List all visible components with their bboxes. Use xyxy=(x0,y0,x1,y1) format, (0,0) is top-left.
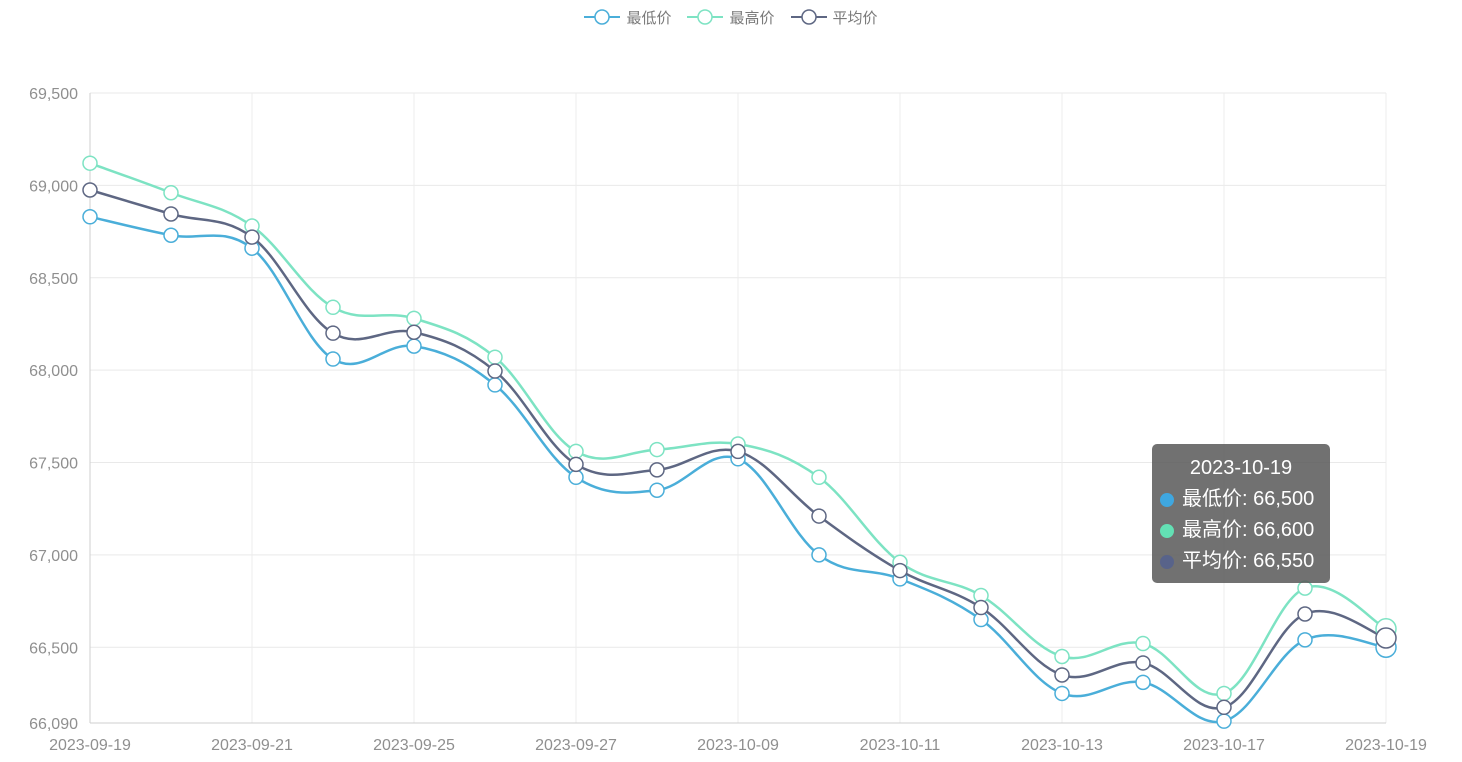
legend-line-circle-icon xyxy=(584,9,621,25)
data-point-avg[interactable] xyxy=(325,325,341,341)
legend-label: 最低价 xyxy=(626,9,672,27)
data-point-avg[interactable] xyxy=(487,363,503,379)
tooltip-row-high: 最高价: 66,600 xyxy=(1160,515,1330,546)
data-point-avg[interactable] xyxy=(1297,606,1313,622)
x-tick-label: 2023-10-11 xyxy=(860,737,941,754)
y-tick-label: 66,090 xyxy=(29,716,78,733)
tooltip-row-avg: 平均价: 66,550 xyxy=(1160,546,1330,577)
legend-line-circle-icon xyxy=(687,9,724,25)
tooltip-label: 最低价 xyxy=(1182,488,1242,510)
data-point-high[interactable] xyxy=(1054,648,1070,665)
tooltip-row-low: 最低价: 66,500 xyxy=(1160,484,1330,515)
tooltip-label: 最高价 xyxy=(1182,519,1242,541)
data-point-high[interactable] xyxy=(649,441,665,458)
chart-legend: 最低价 最高价 平均价 xyxy=(0,6,1462,28)
data-point-avg[interactable] xyxy=(406,324,422,341)
data-point-high[interactable] xyxy=(568,443,584,460)
legend-item-low[interactable]: 最低价 xyxy=(584,6,671,28)
data-point-avg[interactable] xyxy=(244,229,260,245)
data-point-high[interactable] xyxy=(1297,580,1313,596)
x-tick-label: 2023-09-21 xyxy=(211,737,293,754)
y-tick-label: 68,000 xyxy=(29,363,78,380)
tooltip-value: 66,500 xyxy=(1253,488,1315,510)
axes: 66,090 66,500 67,000 67,500 68,000 68,500 69,0… xyxy=(29,86,1427,754)
data-point-low[interactable] xyxy=(487,377,503,393)
legend-item-avg[interactable]: 平均价 xyxy=(790,6,878,28)
data-point-high[interactable] xyxy=(487,349,503,365)
y-tick-label: 69,500 xyxy=(29,86,78,103)
legend-item-high[interactable]: 最高价 xyxy=(687,6,775,28)
data-point-low[interactable] xyxy=(406,338,422,354)
x-tick-label: 2023-10-09 xyxy=(697,737,779,754)
data-point-low[interactable] xyxy=(325,351,341,367)
data-point-low[interactable] xyxy=(649,482,665,498)
series-line-high xyxy=(89,162,1387,696)
data-point-high[interactable] xyxy=(406,310,422,327)
y-tick-label: 67,000 xyxy=(29,548,78,565)
data-point-avg[interactable] xyxy=(163,206,179,222)
data-point-low[interactable] xyxy=(1054,685,1070,702)
data-point-avg[interactable] xyxy=(892,562,908,579)
x-tick-label: 2023-10-13 xyxy=(1021,737,1103,754)
data-point-low[interactable] xyxy=(82,209,98,225)
y-tick-label: 67,500 xyxy=(29,456,78,473)
data-point-high[interactable] xyxy=(163,185,179,201)
data-point-low[interactable] xyxy=(163,227,179,244)
data-point-avg[interactable] xyxy=(568,456,584,473)
legend-label: 平均价 xyxy=(832,9,878,27)
data-point-avg[interactable] xyxy=(1054,667,1070,683)
x-tick-label: 2023-09-19 xyxy=(49,737,131,754)
chart-tooltip: 2023-10-19 最低价: 66,500 最高价: 66,600 平均价: … xyxy=(1152,444,1330,583)
legend-label: 最高价 xyxy=(729,9,775,27)
legend-line-circle-icon xyxy=(790,9,827,25)
series-dot-icon xyxy=(1160,554,1174,569)
data-point-avg[interactable] xyxy=(1135,655,1151,671)
x-tick-label: 2023-09-27 xyxy=(535,737,617,754)
y-tick-label: 66,500 xyxy=(29,640,78,657)
x-tick-label: 2023-10-17 xyxy=(1183,737,1265,754)
data-point-high[interactable] xyxy=(325,299,341,316)
data-point-low[interactable] xyxy=(568,469,584,486)
data-point-high[interactable] xyxy=(1216,685,1232,702)
series xyxy=(82,155,1397,729)
data-point-avg[interactable] xyxy=(730,443,746,460)
data-point-avg[interactable] xyxy=(811,508,827,524)
data-point-high[interactable] xyxy=(811,469,827,486)
data-point-low[interactable] xyxy=(1135,674,1151,691)
y-tick-label: 68,500 xyxy=(29,271,78,288)
tooltip-value: 66,550 xyxy=(1253,550,1315,572)
tooltip-value: 66,600 xyxy=(1253,519,1315,541)
tooltip-label: 平均价 xyxy=(1182,550,1242,572)
data-point-low[interactable] xyxy=(1216,713,1232,729)
data-point-low[interactable] xyxy=(811,547,827,563)
data-point-high[interactable] xyxy=(1135,635,1151,652)
data-point-avg[interactable] xyxy=(1375,627,1397,649)
data-point-high[interactable] xyxy=(82,155,98,171)
series-dot-icon xyxy=(1160,492,1174,507)
series-dot-icon xyxy=(1160,523,1174,538)
data-point-avg[interactable] xyxy=(649,462,665,478)
x-tick-label: 2023-09-25 xyxy=(373,737,455,754)
x-tick-label: 2023-10-19 xyxy=(1345,737,1427,754)
data-point-low[interactable] xyxy=(1297,632,1313,648)
grid xyxy=(89,92,1387,723)
y-tick-label: 69,000 xyxy=(29,178,78,195)
data-point-avg[interactable] xyxy=(973,599,989,616)
data-point-avg[interactable] xyxy=(1216,699,1232,716)
tooltip-title: 2023-10-19 xyxy=(1189,457,1293,479)
data-point-avg[interactable] xyxy=(82,182,98,198)
